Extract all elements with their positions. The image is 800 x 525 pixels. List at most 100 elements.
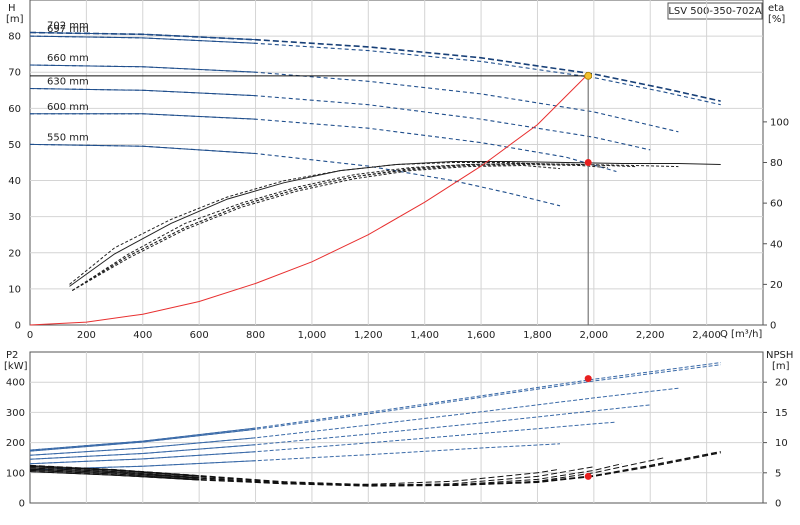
power-curve [29,443,561,471]
head-curve [30,113,617,173]
y-right-tick-label: 60 [770,199,783,210]
points-layer [584,71,593,480]
top-right-axis-title-line1: eta [768,3,784,14]
power-curve [29,421,617,465]
top-panel-frame [29,0,764,326]
x-tick-label: 2,200 [636,330,665,341]
bottom-right-axis-title-line1: NPSH [766,350,793,361]
top-left-axis-title-line2: [m] [6,14,24,25]
top-left-axis-title-line1: H [8,3,16,14]
head-curve-solid-part [30,113,256,120]
power-curve [29,404,651,460]
y-left-tick-label: 60 [8,104,21,115]
y-left-tick-label: 30 [8,212,21,223]
head-curve [29,143,561,207]
x-tick-label: 1,600 [467,330,496,341]
bottom-left-axis-title-line2: [kW] [4,361,28,372]
efficiency-curve [69,161,721,287]
npsh-tick-label: 5 [775,468,781,479]
npsh-curve [29,452,721,486]
p2-tick-label: 100 [6,468,25,479]
ticks-layer: 0 200 400 600 800 1,000 1,200 1,400 1,600 1,800 2,… [6,32,789,510]
npsh-point-marker [584,472,592,480]
p2-tick-label: 200 [6,438,25,449]
y-right-tick-label: 0 [770,321,776,332]
npsh-curve-solid-part [29,467,200,479]
y-left-tick-label: 0 [15,321,21,332]
x-tick-label: 1,800 [523,330,552,341]
x-tick-label: 2,400 [692,330,721,341]
power-curve-solid-part [29,428,256,452]
head-curve-label: 660 mm [47,53,89,64]
head-curve-label: 630 mm [47,76,89,87]
p2-tick-label: 300 [6,408,25,419]
power-curve-solid-part [29,427,256,451]
efficiency-curve [72,163,608,291]
head-curve-solid-part [29,35,256,44]
power-curve-solid-part [29,437,256,456]
power-point-marker [584,375,592,383]
head-curve-solid-part [29,88,256,97]
bottom-panel-frame [29,351,764,504]
power-curve [29,362,721,451]
x-tick-label: 1,200 [354,330,383,341]
x-tick-label: 0 [27,330,33,341]
power-curve-solid-part [29,451,256,465]
x-tick-label: 600 [190,330,209,341]
head-curve [29,35,721,106]
y-left-tick-label: 20 [8,248,21,259]
y-left-tick-label: 50 [8,140,21,151]
title-box: LSV 500-350-702A [667,2,763,20]
y-right-tick-label: 20 [770,280,783,291]
x-axis-label: Q [m³/h] [720,329,762,340]
npsh-tick-label: 15 [775,408,788,419]
npsh-tick-label: 10 [775,438,788,449]
y-right-tick-label: 40 [770,239,783,250]
head-curve-label: 550 mm [47,132,89,143]
npsh-curve-solid-part [29,469,200,480]
p2-tick-label: 0 [19,499,25,510]
y-right-tick-label: 80 [770,158,783,169]
head-curve-solid-part [29,32,256,41]
bottom-right-axis-title-line2: [m] [772,361,790,372]
x-tick-label: 800 [246,330,265,341]
npsh-curve-solid-part [29,466,200,477]
x-tick-label: 400 [133,330,152,341]
x-tick-label: 1,400 [410,330,439,341]
system-curve [29,73,589,326]
power-curve-solid-part [29,444,256,460]
head-curve-label: 702 mm [47,21,89,32]
efficiency-curve [72,164,561,291]
head-curve-solid-part [29,143,256,154]
x-tick-label: 2,000 [580,330,609,341]
p2-tick-label: 400 [6,378,25,389]
head-curve [29,64,679,133]
head-curve-solid-part [29,64,256,73]
npsh-curve-solid-part [29,471,200,481]
duty-point-marker [584,71,593,80]
top-right-axis-title-line2: [%] [768,14,785,25]
chart-title: LSV 500-350-702A [668,6,761,17]
npsh-curve-solid-part [29,465,200,477]
head-curve [29,87,651,151]
y-left-tick-label: 40 [8,176,21,187]
head-curve-label: 600 mm [47,102,89,113]
power-curve [29,364,721,452]
npsh-curve-solid-part [29,468,200,479]
x-tick-label: 1,000 [298,330,327,341]
efficiency-point-marker [584,159,592,166]
npsh-tick-label: 20 [775,378,788,389]
head-curve-label: 697 mm [47,24,89,35]
npsh-tick-label: 0 [775,499,781,510]
bottom-left-axis-title-line1: P2 [6,350,18,361]
y-left-tick-label: 80 [8,32,21,43]
efficiency-curve [72,162,679,291]
y-left-tick-label: 70 [8,68,21,79]
power-curve [29,387,679,456]
y-left-tick-label: 10 [8,284,21,295]
x-tick-label: 200 [77,330,96,341]
y-right-tick-label: 100 [770,117,789,128]
